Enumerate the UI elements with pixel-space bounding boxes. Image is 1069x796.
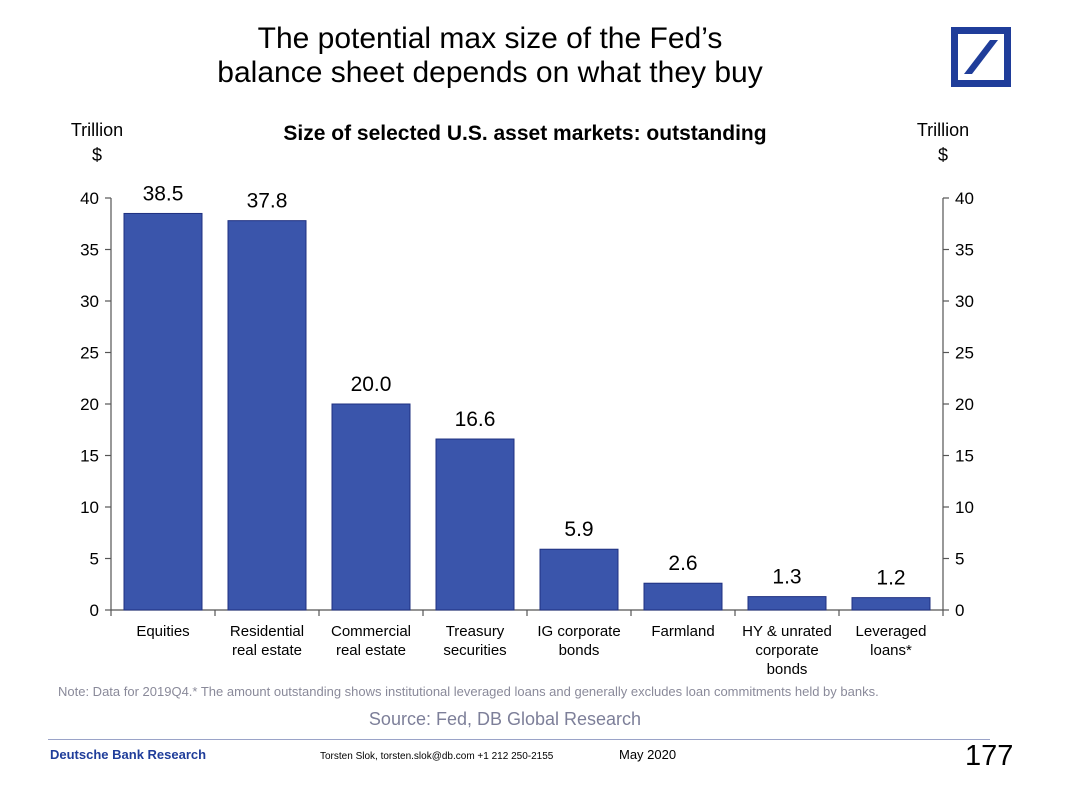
category-label-line: corporate xyxy=(755,642,818,659)
y-tick-label-right: 25 xyxy=(955,344,974,363)
category-label-line: real estate xyxy=(336,642,406,659)
deutsche-bank-logo-icon xyxy=(951,27,1011,87)
y-tick-label-right: 5 xyxy=(955,550,964,569)
bar xyxy=(435,438,515,611)
y-tick-label-left: 35 xyxy=(80,241,99,260)
bar-value-label: 20.0 xyxy=(351,373,392,396)
bar xyxy=(331,403,411,611)
footer-date: May 2020 xyxy=(619,747,677,762)
source-line: Source: Fed, DB Global Research xyxy=(368,709,642,729)
y-tick-label-left: 30 xyxy=(80,292,99,311)
y-tick-label-right: 10 xyxy=(955,498,974,517)
category-label-line: Equities xyxy=(136,623,189,640)
bar xyxy=(123,212,203,611)
bar-value-label: 16.6 xyxy=(455,408,496,431)
y-tick-label-left: 25 xyxy=(80,344,99,363)
category-label: Commercial real estate xyxy=(331,623,411,659)
category-label-line: Farmland xyxy=(651,623,714,640)
y-tick-label-left: 40 xyxy=(80,189,99,208)
bar-value-label: 1.2 xyxy=(876,567,905,590)
category-label: Leveraged loans* xyxy=(856,623,927,659)
bar-value-label: 37.8 xyxy=(247,190,288,213)
bar xyxy=(227,220,307,611)
y-tick-label-left: 15 xyxy=(80,447,99,466)
bar xyxy=(539,548,619,611)
category-label-line: bonds xyxy=(559,642,600,659)
bar-value-label: 2.6 xyxy=(668,552,697,575)
y-tick-label-right: 35 xyxy=(955,241,974,260)
category-label-line: loans* xyxy=(870,642,912,659)
category-label: Residential real estate xyxy=(230,623,304,659)
footer-divider xyxy=(48,739,990,740)
category-label-line: securities xyxy=(443,642,506,659)
footer-contact: Torsten Slok, torsten.slok@db.com +1 212… xyxy=(320,751,554,762)
bar-chart: 0 0 5 5 10 10 15 15 20 20 25 25 30 30 35 35 40 40 38.5 Equi… xyxy=(80,182,974,678)
category-label: Equities xyxy=(136,623,189,640)
category-label: Farmland xyxy=(651,623,714,640)
category-label-line: bonds xyxy=(767,661,808,678)
category-label-line: HY & unrated xyxy=(742,623,832,640)
bar-value-label: 1.3 xyxy=(772,566,801,589)
y-axis-right-unit: Trillion $ xyxy=(916,120,970,165)
category-label-line: Treasury xyxy=(446,623,505,640)
bar xyxy=(747,596,827,611)
y-tick-label-right: 15 xyxy=(955,447,974,466)
bar xyxy=(851,597,931,611)
category-label-line: Residential xyxy=(230,623,304,640)
category-label: HY & unrated corporate bonds xyxy=(742,623,832,678)
y-tick-label-right: 0 xyxy=(955,601,964,620)
category-label-line: Leveraged xyxy=(856,623,927,640)
logo-slash-icon xyxy=(964,40,998,74)
page-title-line-2: balance sheet depends on what they buy xyxy=(217,56,763,89)
y-tick-label-left: 0 xyxy=(90,601,99,620)
category-label: Treasury securities xyxy=(443,623,506,659)
y-tick-label-left: 5 xyxy=(90,550,99,569)
category-label-line: Commercial xyxy=(331,623,411,640)
y-tick-label-right: 30 xyxy=(955,292,974,311)
bar-value-label: 38.5 xyxy=(143,182,184,205)
page-number: 177 xyxy=(965,740,1014,772)
y-axis-left-unit: Trillion $ xyxy=(70,120,124,165)
footer-brand: Deutsche Bank Research xyxy=(50,747,207,762)
chart-title: Size of selected U.S. asset markets: out… xyxy=(283,122,767,145)
footnote: Note: Data for 2019Q4.* The amount outst… xyxy=(58,684,879,699)
bar-value-label: 5.9 xyxy=(564,518,593,541)
y-tick-label-left: 20 xyxy=(80,395,99,414)
category-label: IG corporate bonds xyxy=(537,623,620,659)
page-title-line-1: The potential max size of the Fed’s xyxy=(257,22,723,55)
category-label-line: real estate xyxy=(232,642,302,659)
y-tick-label-right: 20 xyxy=(955,395,974,414)
y-tick-label-right: 40 xyxy=(955,189,974,208)
bar xyxy=(643,582,723,611)
y-tick-label-left: 10 xyxy=(80,498,99,517)
category-label-line: IG corporate xyxy=(537,623,620,640)
